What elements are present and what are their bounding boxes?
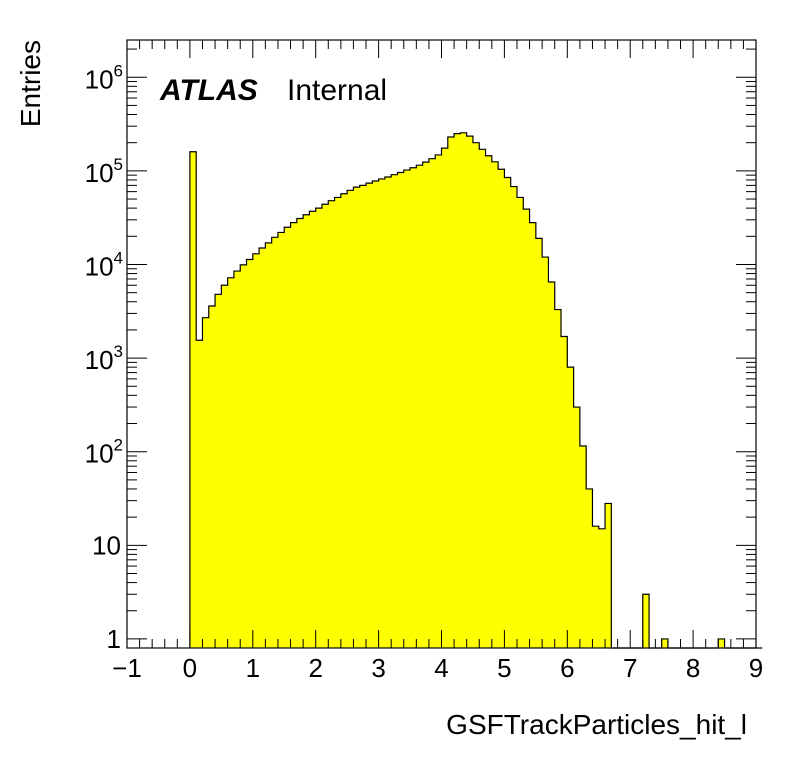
histogram-bin (579, 446, 587, 648)
histogram-bin (504, 177, 512, 649)
y-axis-title: Entries (15, 40, 46, 127)
histogram-bin (554, 309, 562, 648)
histogram-bin (498, 169, 505, 648)
histogram-bin (447, 137, 455, 648)
histogram-bin (441, 148, 449, 649)
histogram-bin (466, 136, 474, 648)
y-tick-label: 104 (85, 248, 123, 281)
x-tick-label: 7 (623, 653, 637, 683)
internal-label: Internal (287, 74, 387, 107)
histogram-bin (246, 259, 254, 648)
histogram-bin (573, 407, 581, 648)
histogram-bin (435, 154, 442, 648)
histogram-bin (221, 285, 229, 648)
histogram-bin (403, 170, 411, 648)
histogram-bin (642, 594, 650, 648)
histogram-bin (592, 526, 600, 648)
histogram-bars (189, 132, 725, 649)
histogram-bin (391, 174, 398, 648)
histogram-bin (271, 237, 279, 648)
axis-ticks (126, 40, 757, 648)
histogram-bin (378, 178, 386, 648)
y-tick-label: 103 (85, 342, 123, 375)
histogram-bin (196, 340, 203, 648)
histogram-bin (189, 151, 197, 648)
histogram-bin (227, 277, 235, 648)
histogram-bin (303, 214, 310, 648)
histogram-bin (510, 186, 518, 648)
y-tick-label: 102 (85, 436, 123, 469)
atlas-label: ATLAS (159, 74, 258, 107)
histogram-bin (661, 638, 669, 648)
histogram-bin (410, 167, 417, 648)
histogram-bin (321, 204, 329, 648)
histogram-bin (340, 193, 348, 649)
histogram-bin (334, 197, 342, 649)
histogram-bin (567, 367, 574, 648)
histogram-bin (561, 336, 568, 648)
histogram-bin (516, 197, 524, 649)
x-tick-label: 5 (497, 653, 511, 683)
y-tick-label: 106 (85, 61, 123, 94)
histogram-bin (422, 162, 430, 649)
histogram-bin (265, 242, 273, 648)
x-tick-label: 6 (560, 653, 574, 683)
x-tick-label: 4 (434, 653, 448, 683)
histogram-bin (479, 149, 486, 648)
histogram-bin (202, 317, 210, 648)
histogram-bin (605, 503, 612, 648)
histogram-bin (208, 306, 216, 648)
histogram-bin (416, 165, 424, 649)
histogram-bin (384, 176, 392, 648)
histogram-bin (233, 271, 241, 648)
histogram-bin (535, 238, 543, 648)
tick-labels: −1 0 1 2 3 4 5 6 7 8 9 1 10 102 103 104 105 106 (85, 61, 764, 683)
histogram-bin (491, 161, 499, 648)
histogram-bin (428, 158, 436, 649)
histogram-bin (215, 294, 222, 648)
x-tick-label: 0 (183, 653, 197, 683)
histogram-bin (542, 257, 549, 648)
y-tick-label: 105 (85, 155, 123, 188)
histogram-bin (315, 208, 323, 648)
x-tick-label: 8 (686, 653, 700, 683)
histogram-bin (454, 133, 461, 649)
histogram-bin (586, 488, 593, 648)
histogram-bin (259, 247, 266, 648)
histogram-bin (523, 209, 530, 648)
histogram-bin (252, 253, 260, 648)
x-tick-label: 1 (246, 653, 260, 683)
histogram-bin (240, 264, 247, 648)
x-axis-title: GSFTrackParticles_hit_l (446, 709, 747, 740)
histogram-bin (309, 211, 317, 648)
y-tick-label: 10 (92, 530, 121, 560)
histogram-bin (460, 132, 468, 648)
x-tick-label: 3 (371, 653, 385, 683)
histogram-bin (598, 528, 606, 648)
histogram-bin (372, 180, 379, 648)
histogram-bin (290, 222, 298, 648)
y-tick-label: 1 (107, 624, 121, 654)
histogram-bin (397, 172, 405, 648)
histogram-bin (284, 227, 291, 648)
histogram-bin (296, 218, 304, 649)
histogram-bin (529, 222, 537, 648)
histogram-bin (353, 187, 361, 649)
histogram-bin (718, 638, 725, 648)
x-tick-label: 9 (749, 653, 763, 683)
histogram-bin (366, 183, 373, 649)
histogram-bin (347, 190, 354, 648)
histogram-bin (548, 281, 556, 648)
x-tick-label: −1 (112, 653, 142, 683)
histogram-bin (472, 142, 480, 648)
histogram-bin (328, 200, 335, 648)
histogram-bin (485, 155, 493, 648)
histogram-bin (277, 232, 285, 649)
histogram-bin (359, 185, 367, 649)
x-tick-label: 2 (308, 653, 322, 683)
